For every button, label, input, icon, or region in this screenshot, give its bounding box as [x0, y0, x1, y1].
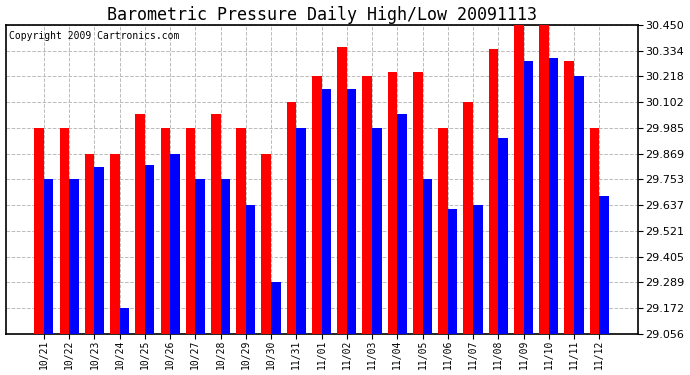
Bar [59, 128, 69, 334]
Bar [514, 25, 524, 334]
Bar [464, 102, 473, 334]
Bar [362, 76, 372, 334]
Bar [524, 60, 533, 334]
Bar [337, 47, 347, 334]
Bar [34, 128, 44, 334]
Bar [186, 128, 195, 334]
Bar [413, 72, 422, 334]
Bar [110, 154, 119, 334]
Bar [69, 180, 79, 334]
Bar [599, 196, 609, 334]
Bar [119, 308, 129, 334]
Bar [296, 128, 306, 334]
Bar [448, 209, 457, 334]
Bar [246, 205, 255, 334]
Bar [438, 128, 448, 334]
Bar [489, 50, 498, 334]
Bar [85, 154, 95, 334]
Bar [211, 114, 221, 334]
Bar [422, 180, 432, 334]
Bar [498, 138, 508, 334]
Bar [221, 180, 230, 334]
Bar [262, 154, 271, 334]
Bar [347, 89, 357, 334]
Text: Copyright 2009 Cartronics.com: Copyright 2009 Cartronics.com [9, 31, 179, 41]
Bar [236, 128, 246, 334]
Bar [564, 60, 574, 334]
Bar [145, 165, 155, 334]
Bar [397, 114, 407, 334]
Bar [473, 205, 482, 334]
Title: Barometric Pressure Daily High/Low 20091113: Barometric Pressure Daily High/Low 20091… [106, 6, 537, 24]
Bar [322, 89, 331, 334]
Bar [549, 58, 558, 334]
Bar [170, 154, 179, 334]
Bar [44, 180, 53, 334]
Bar [590, 128, 599, 334]
Bar [388, 72, 397, 334]
Bar [372, 128, 382, 334]
Bar [312, 76, 322, 334]
Bar [271, 282, 281, 334]
Bar [95, 167, 104, 334]
Bar [135, 114, 145, 334]
Bar [574, 76, 584, 334]
Bar [161, 128, 170, 334]
Bar [539, 25, 549, 334]
Bar [287, 102, 296, 334]
Bar [195, 180, 205, 334]
